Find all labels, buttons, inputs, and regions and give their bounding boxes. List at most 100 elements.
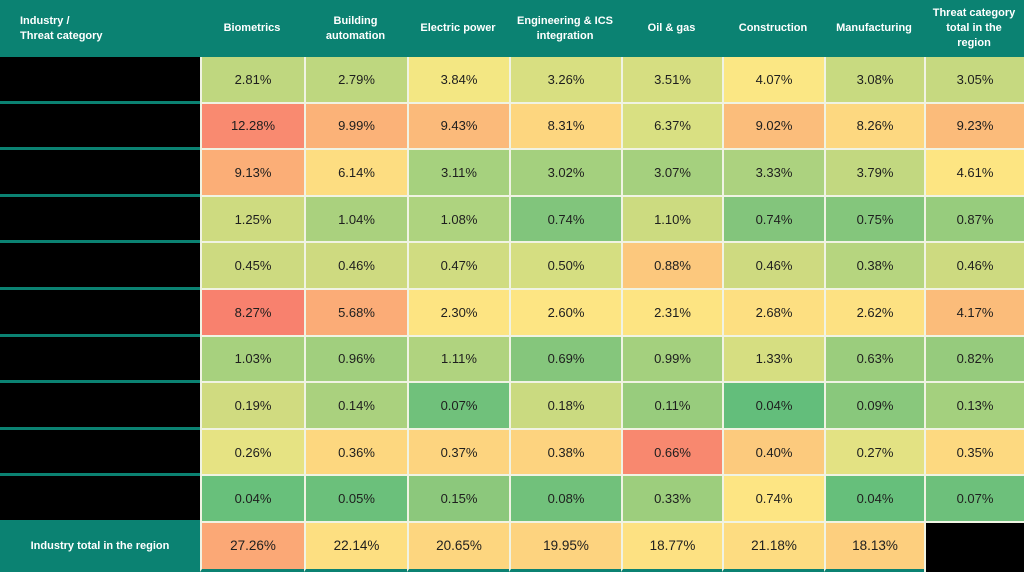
heatmap-cell: 0.08% <box>509 476 621 523</box>
heatmap-cell: 4.07% <box>722 57 824 104</box>
row-label-redacted <box>0 196 200 244</box>
corner-header: Industry / Threat category <box>0 0 200 57</box>
heatmap-cell: 2.62% <box>824 289 924 337</box>
column-header: Biometrics <box>200 0 304 57</box>
heatmap-cell: 0.07% <box>924 476 1024 523</box>
heatmap-cell: 9.99% <box>304 103 407 151</box>
footer-total-cell: 19.95% <box>509 522 621 572</box>
heatmap-cell: 3.33% <box>722 150 824 197</box>
heatmap-cell: 1.03% <box>200 336 304 384</box>
heatmap-cell: 1.10% <box>621 196 722 244</box>
heatmap-cell: 0.99% <box>621 336 722 384</box>
heatmap-cell: 4.17% <box>924 289 1024 337</box>
heatmap-cell: 6.14% <box>304 150 407 197</box>
column-header: Construction <box>722 0 824 57</box>
footer-total-cell: 20.65% <box>407 522 509 572</box>
heatmap-cell: 1.04% <box>304 196 407 244</box>
heatmap-cell: 0.33% <box>621 476 722 523</box>
heatmap-cell: 0.63% <box>824 336 924 384</box>
heatmap-cell: 2.30% <box>407 289 509 337</box>
heatmap-cell: 0.38% <box>509 429 621 477</box>
heatmap-cell: 0.46% <box>924 243 1024 290</box>
column-header: Threat category total in the region <box>924 0 1024 57</box>
heatmap-cell: 1.11% <box>407 336 509 384</box>
heatmap-cell: 3.84% <box>407 57 509 104</box>
heatmap-cell: 0.15% <box>407 476 509 523</box>
footer-total-redacted <box>924 522 1024 572</box>
heatmap-cell: 0.75% <box>824 196 924 244</box>
footer-total-cell: 18.77% <box>621 522 722 572</box>
heatmap-cell: 0.19% <box>200 383 304 430</box>
heatmap-cell: 0.13% <box>924 383 1024 430</box>
row-label-redacted <box>0 150 200 197</box>
column-header: Oil & gas <box>621 0 722 57</box>
heatmap-cell: 3.02% <box>509 150 621 197</box>
row-label-redacted <box>0 103 200 151</box>
heatmap-cell: 1.25% <box>200 196 304 244</box>
heatmap-cell: 6.37% <box>621 103 722 151</box>
heatmap-cell: 0.69% <box>509 336 621 384</box>
heatmap-cell: 0.96% <box>304 336 407 384</box>
row-label-redacted <box>0 429 200 477</box>
heatmap-cell: 0.07% <box>407 383 509 430</box>
heatmap-cell: 1.33% <box>722 336 824 384</box>
footer-total-cell: 21.18% <box>722 522 824 572</box>
heatmap-cell: 3.26% <box>509 57 621 104</box>
heatmap-cell: 9.23% <box>924 103 1024 151</box>
heatmap-cell: 12.28% <box>200 103 304 151</box>
row-label-redacted <box>0 243 200 290</box>
heatmap-cell: 9.02% <box>722 103 824 151</box>
column-header: Engineering & ICS integration <box>509 0 621 57</box>
heatmap-cell: 0.38% <box>824 243 924 290</box>
heatmap-cell: 0.66% <box>621 429 722 477</box>
footer-total-cell: 22.14% <box>304 522 407 572</box>
heatmap-cell: 3.11% <box>407 150 509 197</box>
heatmap-cell: 8.26% <box>824 103 924 151</box>
heatmap-cell: 0.27% <box>824 429 924 477</box>
heatmap-cell: 9.13% <box>200 150 304 197</box>
heatmap-cell: 0.04% <box>200 476 304 523</box>
heatmap-cell: 0.04% <box>722 383 824 430</box>
row-label-redacted <box>0 336 200 384</box>
heatmap-cell: 2.79% <box>304 57 407 104</box>
heatmap-cell: 0.36% <box>304 429 407 477</box>
footer-label: Industry total in the region <box>0 522 200 572</box>
heatmap-cell: 0.09% <box>824 383 924 430</box>
heatmap-cell: 0.74% <box>509 196 621 244</box>
footer-total-cell: 18.13% <box>824 522 924 572</box>
row-label-redacted <box>0 289 200 337</box>
heatmap-cell: 0.46% <box>722 243 824 290</box>
heatmap-cell: 3.51% <box>621 57 722 104</box>
heatmap-cell: 2.60% <box>509 289 621 337</box>
heatmap-cell: 0.50% <box>509 243 621 290</box>
row-label-redacted <box>0 57 200 104</box>
heatmap-cell: 5.68% <box>304 289 407 337</box>
heatmap-cell: 4.61% <box>924 150 1024 197</box>
heatmap-cell: 0.40% <box>722 429 824 477</box>
heatmap-cell: 3.05% <box>924 57 1024 104</box>
heatmap-cell: 0.04% <box>824 476 924 523</box>
heatmap-cell: 0.47% <box>407 243 509 290</box>
heatmap-cell: 0.37% <box>407 429 509 477</box>
heatmap-cell: 2.81% <box>200 57 304 104</box>
heatmap-cell: 0.05% <box>304 476 407 523</box>
heatmap-cell: 0.35% <box>924 429 1024 477</box>
row-label-redacted <box>0 476 200 523</box>
heatmap-cell: 2.68% <box>722 289 824 337</box>
heatmap-cell: 8.27% <box>200 289 304 337</box>
heatmap-cell: 0.14% <box>304 383 407 430</box>
heatmap-cell: 0.82% <box>924 336 1024 384</box>
heatmap-cell: 1.08% <box>407 196 509 244</box>
heatmap-cell: 9.43% <box>407 103 509 151</box>
heatmap-cell: 0.46% <box>304 243 407 290</box>
heatmap-cell: 0.74% <box>722 196 824 244</box>
heatmap-cell: 0.18% <box>509 383 621 430</box>
column-header: Electric power <box>407 0 509 57</box>
column-header: Manufacturing <box>824 0 924 57</box>
heatmap-cell: 0.45% <box>200 243 304 290</box>
row-label-redacted <box>0 383 200 430</box>
heatmap-cell: 0.74% <box>722 476 824 523</box>
heatmap-cell: 3.79% <box>824 150 924 197</box>
